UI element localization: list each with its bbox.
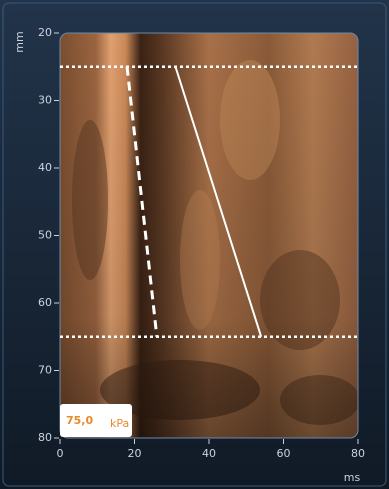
velocity-line	[174, 66, 263, 338]
y-tick-label: 70	[38, 364, 52, 377]
x-tick-label: 40	[202, 447, 216, 460]
velocity-line	[125, 66, 159, 337]
plot-border	[59, 32, 359, 439]
stiffness-unit: kPa	[110, 417, 129, 430]
y-axis-label: mm	[13, 31, 26, 52]
y-tick-label: 30	[38, 94, 52, 107]
y-tick-label: 80	[38, 431, 52, 444]
y-tick-label: 20	[38, 26, 52, 39]
x-axis-label: ms	[344, 471, 361, 484]
x-tick-label: 0	[57, 447, 64, 460]
x-tick-label: 20	[128, 447, 142, 460]
x-tick-label: 80	[351, 447, 365, 460]
y-tick-label: 60	[38, 296, 52, 309]
y-tick-label: 40	[38, 161, 52, 174]
x-tick-label: 60	[277, 447, 291, 460]
stiffness-box	[60, 404, 132, 437]
stiffness-value: 75,0	[66, 414, 93, 427]
y-tick-label: 50	[38, 229, 52, 242]
elastogram	[60, 33, 358, 438]
